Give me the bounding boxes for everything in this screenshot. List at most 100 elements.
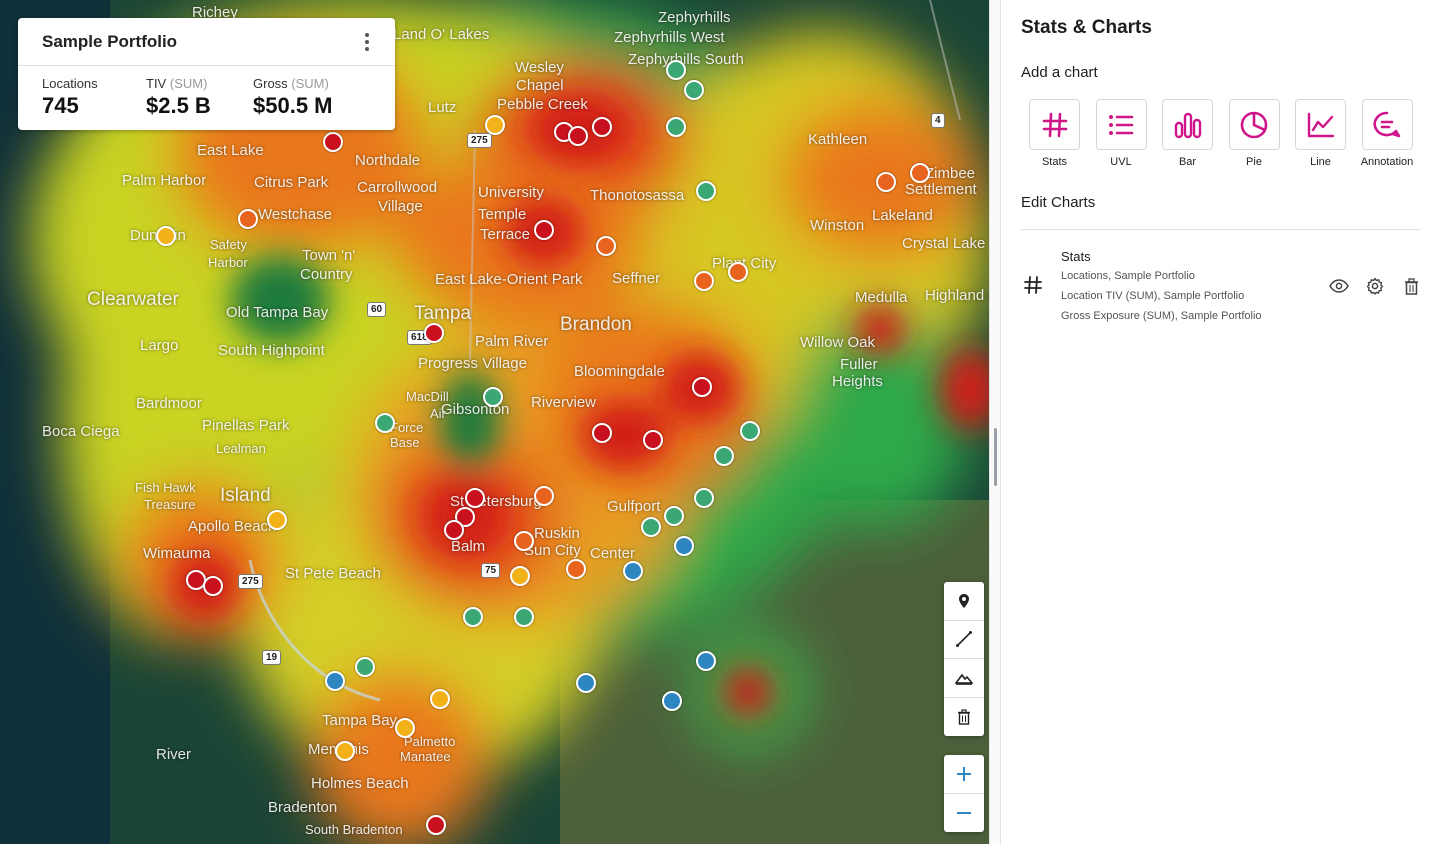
add-annotation-chart-button[interactable]: Annotation xyxy=(1361,99,1413,168)
location-marker-orange[interactable] xyxy=(728,262,748,282)
location-marker-red[interactable] xyxy=(568,126,588,146)
map-place-label: Town 'n' xyxy=(302,247,356,264)
location-marker-red[interactable] xyxy=(643,430,663,450)
location-marker-green[interactable] xyxy=(514,607,534,627)
panel-resize-divider[interactable] xyxy=(989,0,1001,844)
location-marker-green[interactable] xyxy=(696,181,716,201)
map-place-label: Safety xyxy=(210,237,247,252)
divider xyxy=(1021,229,1421,230)
location-marker-blue[interactable] xyxy=(674,536,694,556)
map-place-label: Riverview xyxy=(531,394,597,411)
drag-handle[interactable] xyxy=(994,428,997,486)
heat-map[interactable]: Richey Land O' Lakes Zephyrhills Zephyrhill… xyxy=(0,0,1000,844)
map-place-label: Fuller xyxy=(840,356,878,373)
location-marker-green[interactable] xyxy=(666,117,686,137)
location-marker-blue[interactable] xyxy=(623,561,643,581)
location-marker-green[interactable] xyxy=(375,413,395,433)
road-shield: 275 xyxy=(238,574,263,589)
location-marker-green[interactable] xyxy=(355,657,375,677)
pin-icon[interactable] xyxy=(944,582,984,621)
map-place-label: Terrace xyxy=(480,226,531,243)
location-marker-orange[interactable] xyxy=(238,209,258,229)
location-marker-yellow[interactable] xyxy=(485,115,505,135)
location-marker-red[interactable] xyxy=(203,576,223,596)
location-marker-orange[interactable] xyxy=(566,559,586,579)
map-place-label: Lutz xyxy=(428,99,457,116)
add-line-chart-button[interactable]: Line xyxy=(1295,99,1346,168)
map-place-label: Westchase xyxy=(258,206,332,223)
location-marker-yellow[interactable] xyxy=(156,226,176,246)
map-place-label: Tampa Bay xyxy=(322,712,398,729)
gear-icon[interactable] xyxy=(1364,275,1386,297)
map-place-label: Fish Hawk xyxy=(135,480,196,495)
location-marker-red[interactable] xyxy=(444,520,464,540)
location-marker-green[interactable] xyxy=(740,421,760,441)
location-marker-blue[interactable] xyxy=(325,671,345,691)
location-marker-red[interactable] xyxy=(465,488,485,508)
stats-charts-panel: Stats & Charts Add a chart Stats UVL Bar… xyxy=(1001,0,1440,844)
location-marker-orange[interactable] xyxy=(910,163,930,183)
map-place-label: Land O' Lakes xyxy=(393,26,490,43)
map-place-label: University xyxy=(478,184,544,201)
location-marker-green[interactable] xyxy=(714,446,734,466)
add-bar-chart-button[interactable]: Bar xyxy=(1162,99,1213,168)
map-place-label: Apollo Beach xyxy=(188,518,277,535)
stat-gross: Gross (SUM) $50.5 M xyxy=(253,76,383,119)
map-place-label: St Pete Beach xyxy=(285,565,381,582)
location-marker-yellow[interactable] xyxy=(395,718,415,738)
location-marker-green[interactable] xyxy=(463,607,483,627)
map-place-label: Carrollwood xyxy=(357,179,438,196)
location-marker-red[interactable] xyxy=(592,117,612,137)
add-stats-chart-button[interactable]: Stats xyxy=(1029,99,1080,168)
line-chart-icon xyxy=(1307,112,1334,137)
location-marker-red[interactable] xyxy=(424,323,444,343)
map-place-label: Boca Ciega xyxy=(42,423,120,440)
location-marker-orange[interactable] xyxy=(596,236,616,256)
location-marker-red[interactable] xyxy=(323,132,343,152)
add-uvl-chart-button[interactable]: UVL xyxy=(1095,99,1147,168)
location-marker-blue[interactable] xyxy=(696,651,716,671)
panel-title: Stats & Charts xyxy=(1021,17,1152,38)
trash-icon[interactable] xyxy=(944,698,984,737)
location-marker-green[interactable] xyxy=(664,506,684,526)
location-marker-red[interactable] xyxy=(692,377,712,397)
location-marker-yellow[interactable] xyxy=(335,741,355,761)
location-marker-green[interactable] xyxy=(694,488,714,508)
map-place-label: Zimbee xyxy=(925,165,976,182)
stat-label: Locations xyxy=(42,76,98,91)
terrain-icon[interactable] xyxy=(944,659,984,698)
add-pie-chart-button[interactable]: Pie xyxy=(1228,99,1280,168)
location-marker-yellow[interactable] xyxy=(430,689,450,709)
location-marker-red[interactable] xyxy=(534,220,554,240)
chart-list-item[interactable]: Stats Locations, Sample Portfolio Locati… xyxy=(1021,248,1421,328)
trash-icon[interactable] xyxy=(1400,275,1422,297)
location-marker-green[interactable] xyxy=(483,387,503,407)
location-marker-yellow[interactable] xyxy=(510,566,530,586)
chart-description: Gross Exposure (SUM), Sample Portfolio xyxy=(1061,310,1262,322)
map-place-label: Medulla xyxy=(855,289,908,306)
location-marker-blue[interactable] xyxy=(662,691,682,711)
location-marker-orange[interactable] xyxy=(876,172,896,192)
location-marker-orange[interactable] xyxy=(694,271,714,291)
location-marker-green[interactable] xyxy=(666,60,686,80)
location-marker-red[interactable] xyxy=(426,815,446,835)
location-marker-yellow[interactable] xyxy=(267,510,287,530)
stat-label: TIV xyxy=(146,76,167,91)
location-marker-red[interactable] xyxy=(592,423,612,443)
eye-icon[interactable] xyxy=(1328,275,1350,297)
map-place-label: South Bradenton xyxy=(305,822,403,837)
map-place-label: Lealman xyxy=(216,441,266,456)
location-marker-orange[interactable] xyxy=(514,531,534,551)
location-marker-green[interactable] xyxy=(684,80,704,100)
map-place-label: Balm xyxy=(451,538,486,555)
map-place-label: Center xyxy=(590,545,636,562)
ruler-icon[interactable] xyxy=(944,621,984,659)
map-place-label: Clearwater xyxy=(87,289,179,310)
zoom-out-icon[interactable] xyxy=(944,794,984,833)
location-marker-blue[interactable] xyxy=(576,673,596,693)
more-options-icon[interactable] xyxy=(357,30,377,54)
map-place-label: Progress Village xyxy=(418,355,527,372)
zoom-in-icon[interactable] xyxy=(944,755,984,794)
location-marker-orange[interactable] xyxy=(534,486,554,506)
location-marker-green[interactable] xyxy=(641,517,661,537)
